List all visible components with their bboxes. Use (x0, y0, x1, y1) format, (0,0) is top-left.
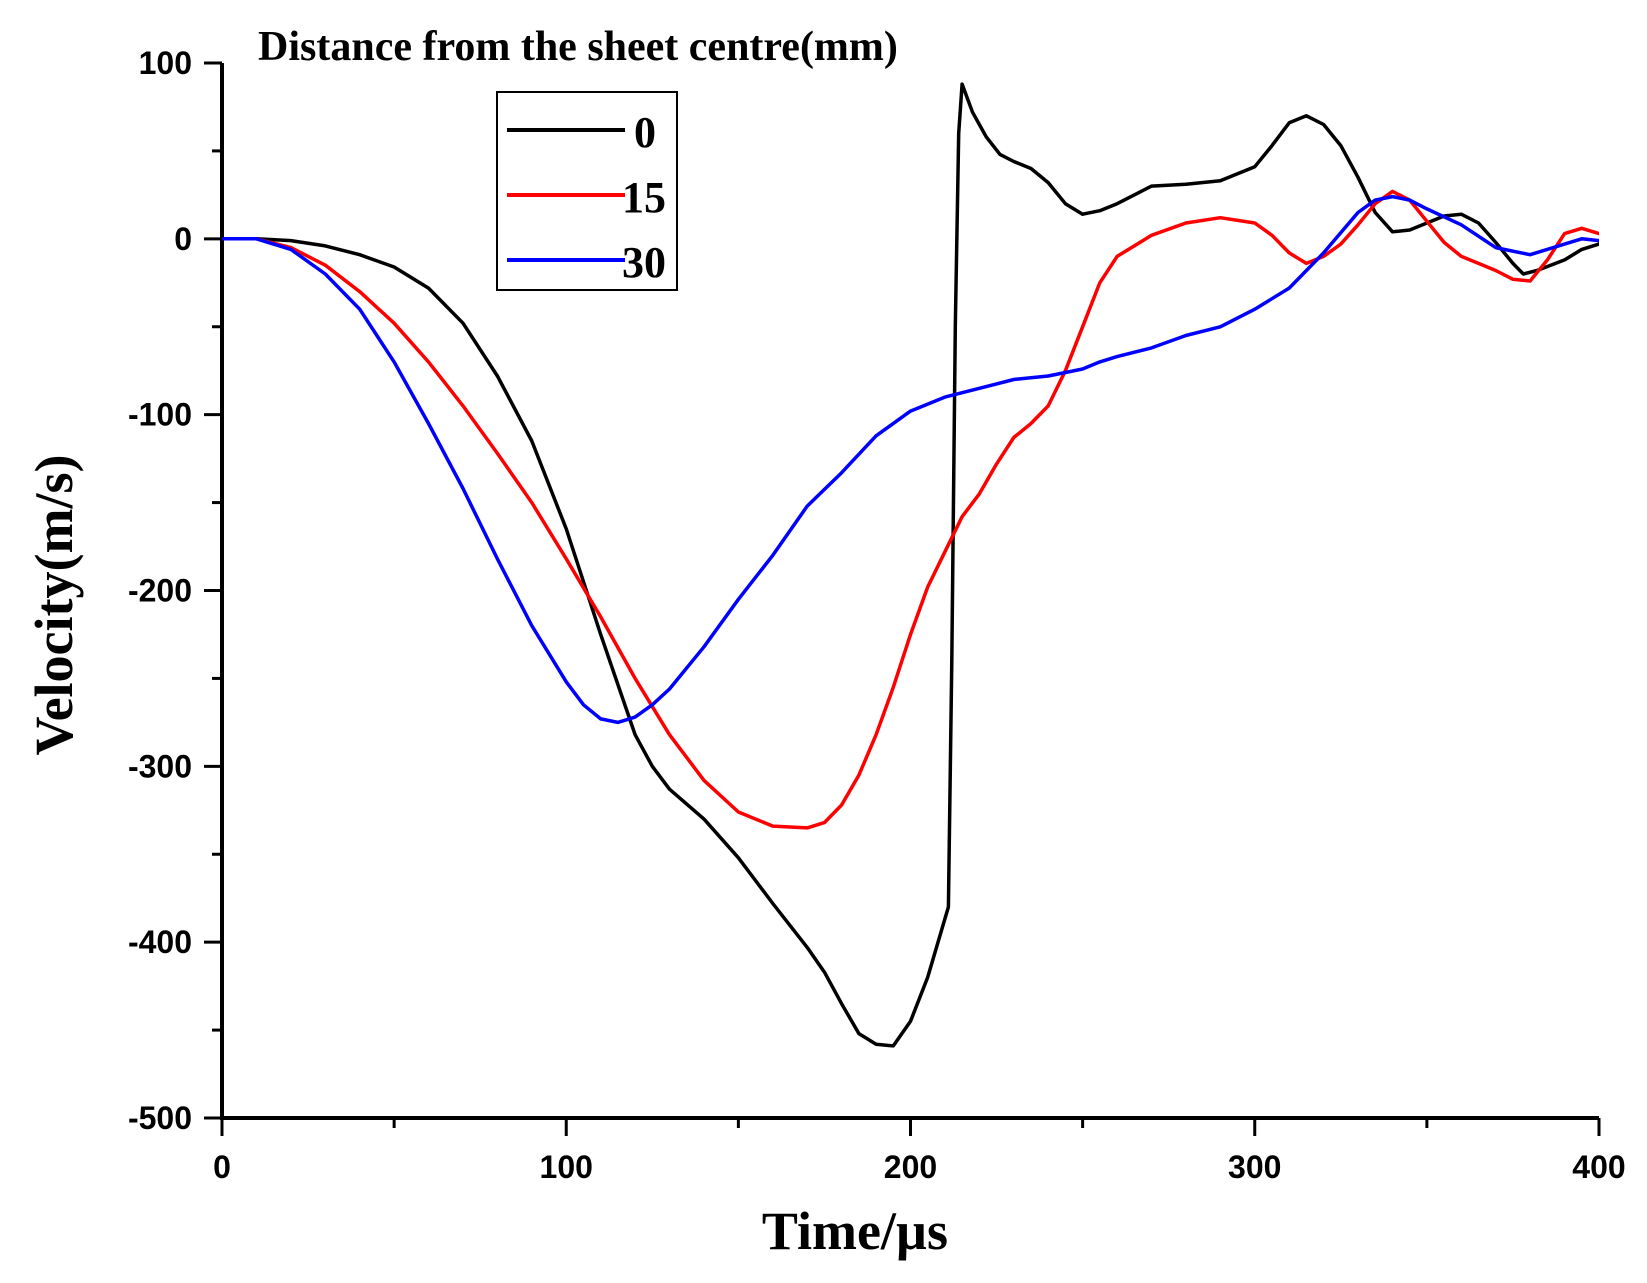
legend-label-30: 30 (622, 238, 666, 287)
series-line-0 (222, 82, 1599, 1048)
y-tick-label: -200 (128, 573, 192, 609)
data-series (222, 82, 1599, 1048)
x-tick-label: 200 (884, 1149, 937, 1185)
y-axis-title: Velocity(m/s) (24, 455, 84, 756)
x-axis-title: Time/µs (762, 1201, 948, 1261)
y-tick-label: -400 (128, 924, 192, 960)
y-tick-label: -500 (128, 1100, 192, 1136)
chart-title: Distance from the sheet centre(mm) (258, 24, 898, 70)
y-tick-label: 0 (174, 221, 192, 257)
legend-label-15: 15 (622, 173, 666, 222)
y-tick-label: -100 (128, 397, 192, 433)
x-tick-label: 100 (540, 1149, 593, 1185)
legend-label-0: 0 (634, 108, 656, 157)
y-tick-label: -300 (128, 748, 192, 784)
y-tick-label: 100 (139, 45, 192, 81)
x-tick-label: 0 (213, 1149, 231, 1185)
legend: 0 15 30 (496, 91, 678, 291)
x-tick-label: 300 (1228, 1149, 1281, 1185)
x-tick-label: 400 (1572, 1149, 1625, 1185)
legend-box (496, 91, 678, 291)
series-line-15 (222, 189, 1599, 830)
series-line-30 (222, 194, 1599, 725)
